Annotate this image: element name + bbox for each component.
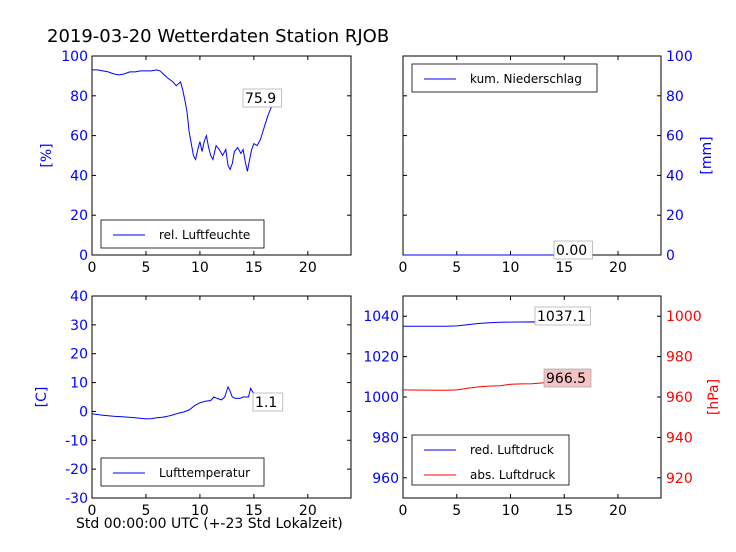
annotation-humidity: 75.9 — [245, 91, 276, 107]
annotation-precipitation: 0.00 — [556, 243, 587, 259]
plot-frame-2 — [91, 295, 352, 499]
annotation-temperature: 1.1 — [255, 395, 277, 411]
x-tick-label: 0 — [88, 503, 97, 519]
y-tick-label: 20 — [70, 208, 88, 224]
y-tick-label-left: 980 — [372, 430, 399, 446]
x-tick-label: 15 — [555, 260, 573, 276]
legend-label: abs. Luftdruck — [470, 468, 555, 482]
legend-label: rel. Luftfeuchte — [159, 228, 250, 242]
y-axis-label: [mm] — [699, 136, 715, 174]
x-tick-label: 5 — [141, 503, 150, 519]
x-tick-label: 0 — [88, 260, 97, 276]
y-tick-label: 40 — [70, 168, 88, 184]
annotation-abs-pressure-box — [543, 368, 592, 388]
legend-box — [411, 63, 598, 93]
y-tick-label: 30 — [70, 318, 88, 334]
annotation-humidity-box — [242, 88, 282, 108]
y-axis-label: [hPa] — [706, 379, 722, 415]
y-tick-label: 40 — [666, 168, 684, 184]
y-tick-label: -10 — [65, 433, 88, 449]
y-tick-label-left: 1000 — [363, 390, 399, 406]
x-tick-label: 0 — [399, 260, 408, 276]
x-tick-label: 10 — [191, 503, 209, 519]
y-tick-label: 10 — [70, 376, 88, 392]
y-tick-label-right: 940 — [666, 430, 693, 446]
y-tick-label: -20 — [65, 462, 88, 478]
y-axis-label: [C] — [34, 387, 50, 408]
y-tick-label-right: 1000 — [666, 309, 702, 325]
legend-box — [100, 457, 265, 487]
annotation-red-pressure-box — [534, 306, 591, 326]
x-tick-label: 20 — [609, 260, 627, 276]
x-axis-label: Std 00:00:00 UTC (+-23 Std Lokalzeit) — [76, 516, 343, 532]
series-line-temperature — [91, 385, 276, 420]
y-tick-label: 80 — [70, 89, 88, 105]
legend-label: Lufttemperatur — [159, 466, 250, 480]
x-tick-label: 5 — [141, 260, 150, 276]
x-tick-label: 5 — [452, 503, 461, 519]
annotation-abs-pressure: 966.5 — [546, 371, 586, 387]
y-tick-label-left: 1040 — [363, 309, 399, 325]
y-tick-label-right: 960 — [666, 390, 693, 406]
y-tick-label-right: 980 — [666, 350, 693, 366]
y-tick-label: -30 — [65, 491, 88, 507]
x-tick-label: 15 — [245, 260, 263, 276]
x-tick-label: 10 — [502, 503, 520, 519]
y-tick-label: 80 — [666, 89, 684, 105]
x-tick-label: 10 — [502, 260, 520, 276]
x-tick-label: 5 — [452, 260, 461, 276]
annotation-temperature-box — [252, 392, 284, 412]
y-tick-label: 0 — [666, 248, 675, 264]
y-tick-label: 20 — [666, 208, 684, 224]
x-tick-label: 20 — [299, 503, 317, 519]
y-tick-label: 100 — [61, 49, 88, 65]
y-tick-label-left: 960 — [372, 471, 399, 487]
annotation-precipitation-box — [553, 240, 593, 260]
x-tick-label: 15 — [555, 503, 573, 519]
y-tick-label: 100 — [666, 49, 693, 65]
legend-box — [100, 219, 265, 249]
page-title: 2019-03-20 Wetterdaten Station RJOB — [47, 26, 390, 47]
annotation-red-pressure: 1037.1 — [537, 309, 586, 325]
legend-label: kum. Niederschlag — [470, 72, 582, 86]
y-tick-label-left: 1020 — [363, 350, 399, 366]
y-tick-label-right: 920 — [666, 471, 693, 487]
y-tick-label: 40 — [70, 289, 88, 305]
y-tick-label: 0 — [79, 404, 88, 420]
x-tick-label: 20 — [609, 503, 627, 519]
y-tick-label: 0 — [79, 248, 88, 264]
legend-label: red. Luftdruck — [470, 443, 554, 457]
y-tick-label: 60 — [666, 129, 684, 145]
series-line-humidity — [92, 69, 278, 172]
y-axis-label: [%] — [39, 143, 55, 167]
x-tick-label: 0 — [399, 503, 408, 519]
x-tick-label: 10 — [191, 260, 209, 276]
legend-box — [411, 434, 570, 486]
x-tick-label: 20 — [299, 260, 317, 276]
x-tick-label: 15 — [245, 503, 263, 519]
y-tick-label: 60 — [70, 129, 88, 145]
plot-frame-0 — [91, 55, 352, 256]
y-tick-label: 20 — [70, 347, 88, 363]
